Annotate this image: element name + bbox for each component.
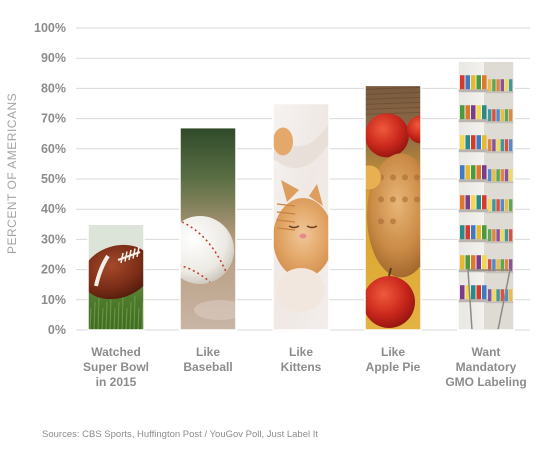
bar-outline — [87, 223, 145, 331]
y-tick-label: 10% — [41, 293, 66, 307]
y-tick-label: 30% — [41, 232, 66, 246]
bar-football — [88, 224, 144, 330]
y-tick-label: 70% — [41, 112, 66, 126]
y-tick-label: 40% — [41, 202, 66, 216]
bar-outline — [364, 84, 422, 331]
x-category-label: Like Kittens — [281, 345, 322, 374]
bars — [87, 60, 515, 331]
y-tick-label: 100% — [34, 21, 66, 35]
y-tick-label: 20% — [41, 263, 66, 277]
x-category-label: Want Mandatory GMO Labeling — [445, 345, 526, 389]
x-category-label: Like Baseball — [183, 345, 232, 374]
bar-outline — [272, 102, 330, 331]
y-axis-ticks: 0% 10% 20% 30% 40% 50% 60% 70% 80% 90% 100% — [34, 21, 66, 337]
y-tick-label: 0% — [48, 323, 66, 337]
y-tick-label: 60% — [41, 142, 66, 156]
y-tick-label: 50% — [41, 172, 66, 186]
x-category-label: Watched Super Bowl in 2015 — [83, 345, 149, 389]
bar-outline — [179, 126, 237, 331]
y-axis-label: PERCENT OF AMERICANS — [5, 93, 19, 254]
x-axis-categories: Watched Super Bowl in 2015 Like Baseball Like… — [83, 345, 527, 389]
bar-outline — [457, 60, 515, 331]
bar-apple-pie — [365, 85, 421, 330]
bar-grocery-shelves — [458, 61, 514, 330]
bar-kitten — [273, 103, 329, 330]
x-category-label: Like Apple Pie — [366, 345, 421, 374]
y-tick-label: 80% — [41, 81, 66, 95]
source-note: Sources: CBS Sports, Huffington Post / Y… — [42, 429, 318, 440]
bar-baseball — [180, 127, 236, 330]
y-tick-label: 90% — [41, 51, 66, 65]
